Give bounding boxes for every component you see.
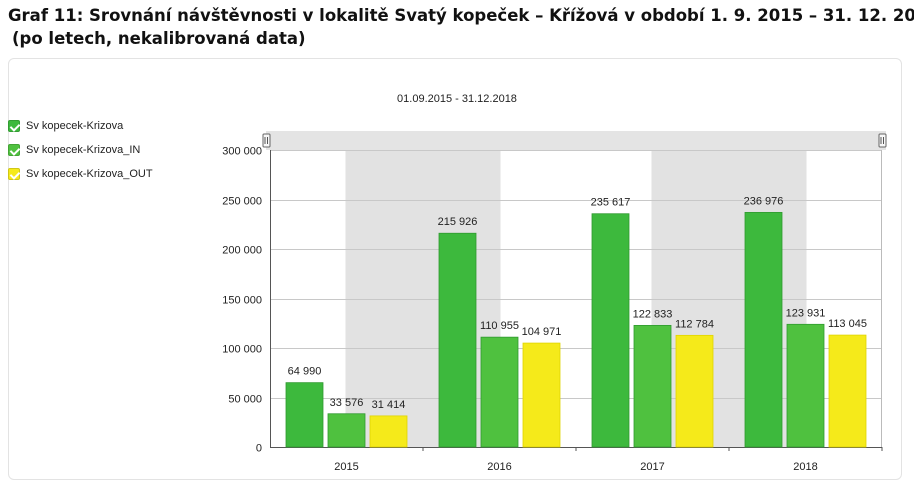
navigator-handle-right[interactable]: [878, 133, 887, 148]
y-tick-label: 0: [256, 443, 262, 455]
x-tick-label: 2015: [334, 461, 358, 473]
legend-item-total[interactable]: Sv kopecek-Krizova: [8, 119, 123, 133]
bar[interactable]: [327, 413, 366, 448]
data-label: 33 576: [330, 397, 364, 409]
bar[interactable]: [522, 342, 561, 448]
legend-label-out: Sv kopecek-Krizova_OUT: [26, 168, 153, 180]
bar[interactable]: [828, 334, 867, 448]
legend-label-total: Sv kopecek-Krizova: [26, 120, 124, 132]
data-label: 112 784: [675, 318, 714, 330]
bar[interactable]: [744, 211, 783, 448]
bar[interactable]: [591, 213, 630, 448]
y-tick-label: 300 000: [222, 146, 262, 158]
data-label: 31 414: [372, 399, 406, 411]
bar[interactable]: [438, 232, 477, 448]
category-band: [345, 150, 501, 447]
data-label: 215 926: [438, 216, 478, 228]
legend-checkbox-icon[interactable]: [8, 168, 20, 180]
data-label: 236 976: [744, 195, 784, 207]
data-label: 123 931: [786, 307, 826, 319]
y-tick-label: 150 000: [222, 295, 262, 307]
bar[interactable]: [675, 334, 714, 448]
bar[interactable]: [786, 323, 825, 448]
bar[interactable]: [633, 324, 672, 448]
chart-caption: Graf 11: Srovnání návštěvnosti v lokalit…: [8, 4, 914, 50]
x-tick-label: 2017: [640, 461, 664, 473]
legend-checkbox-icon[interactable]: [8, 120, 20, 132]
bar[interactable]: [285, 382, 324, 448]
data-label: 235 617: [591, 197, 631, 209]
navigator-track: [266, 131, 886, 150]
date-range-text: 01.09.2015 - 31.12.2018: [397, 93, 517, 105]
data-label: 113 045: [828, 318, 867, 330]
bar[interactable]: [369, 415, 408, 448]
legend-item-out[interactable]: Sv kopecek-Krizova_OUT: [8, 167, 153, 181]
legend-checkbox-icon[interactable]: [8, 144, 20, 156]
y-tick-label: 250 000: [222, 196, 262, 208]
legend-item-in[interactable]: Sv kopecek-Krizova_IN: [8, 143, 140, 157]
y-tick-label: 100 000: [222, 344, 262, 356]
x-tick-label: 2016: [487, 461, 511, 473]
bar[interactable]: [480, 336, 519, 448]
x-tick-label: 2018: [793, 461, 817, 473]
data-label: 110 955: [480, 320, 519, 332]
data-label: 64 990: [288, 366, 322, 378]
data-label: 122 833: [633, 308, 673, 320]
caption-line-1: Graf 11: Srovnání návštěvnosti v lokalit…: [8, 6, 914, 25]
caption-line-2: (po letech, nekalibrovaná data): [12, 29, 306, 48]
y-tick-label: 200 000: [222, 245, 262, 257]
navigator-handle-left[interactable]: [262, 133, 271, 148]
data-label: 104 971: [522, 326, 562, 338]
y-tick-label: 50 000: [228, 394, 262, 406]
date-range-label: 01.09.2015 - 31.12.2018: [0, 93, 914, 105]
legend-label-in: Sv kopecek-Krizova_IN: [26, 144, 141, 156]
